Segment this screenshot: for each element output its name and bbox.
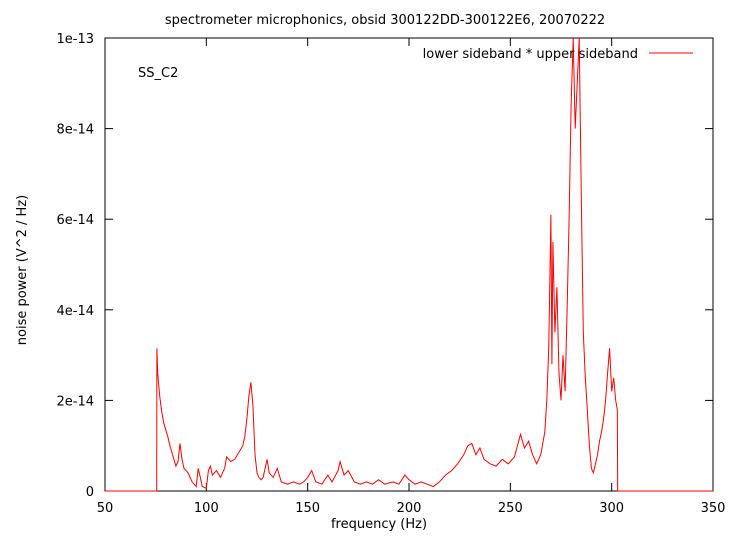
annotation-label: SS_C2	[138, 66, 178, 81]
legend-label: lower sideband * upper sideband	[423, 47, 638, 62]
legend: lower sideband * upper sideband	[423, 47, 693, 62]
x-tick-label: 200	[397, 501, 422, 516]
series-line-0	[105, 37, 713, 492]
x-axis-label: frequency (Hz)	[331, 517, 427, 532]
y-axis-label: noise power (V^2 / Hz)	[15, 195, 30, 345]
plot-area	[104, 37, 714, 492]
x-tick-label: 250	[498, 501, 523, 516]
series-layer	[105, 37, 713, 492]
y-tick-label: 6e-14	[56, 213, 94, 228]
x-tick-label: 100	[194, 501, 219, 516]
chart-title: spectrometer microphonics, obsid 300122D…	[165, 13, 605, 28]
x-tick-label: 150	[295, 501, 320, 516]
x-tick-label: 300	[599, 501, 624, 516]
plot-frame	[104, 37, 714, 492]
y-tick-label: 2e-14	[56, 394, 94, 409]
y-tick-label: 0	[86, 485, 94, 500]
x-axis: 50 100 150 200 250 300 350	[97, 38, 726, 516]
y-axis: 0 2e-14 4e-14 6e-14 8e-14 1e-13	[56, 32, 713, 500]
y-tick-label: 8e-14	[56, 123, 94, 138]
x-tick-label: 50	[97, 501, 114, 516]
y-tick-label: 4e-14	[56, 304, 94, 319]
y-tick-label: 1e-13	[56, 32, 94, 47]
x-tick-label: 350	[701, 501, 726, 516]
